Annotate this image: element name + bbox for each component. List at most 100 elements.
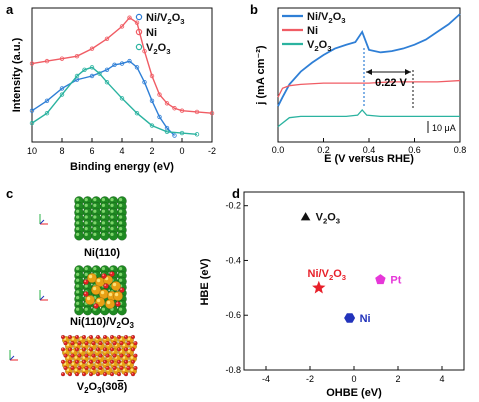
- panel-a-point: [29, 108, 35, 113]
- atom-highlight: [124, 335, 127, 338]
- atom-highlight: [131, 348, 134, 350]
- atom: [116, 334, 122, 340]
- atom: [100, 230, 110, 241]
- atom-highlight: [76, 227, 80, 231]
- panel-a-xtick-label: 8: [59, 146, 64, 156]
- panel-letter-c: c: [6, 186, 13, 201]
- atom: [81, 347, 87, 352]
- atom-highlight: [119, 198, 123, 202]
- panel-a-point: [44, 110, 50, 116]
- atom: [133, 341, 138, 346]
- atom-highlight: [119, 307, 123, 311]
- atom-highlight: [96, 298, 101, 303]
- atom-highlight: [134, 354, 136, 356]
- atom-highlight: [76, 307, 80, 311]
- atom-highlight: [92, 354, 94, 356]
- atom-highlight: [103, 360, 106, 362]
- atom-highlight: [79, 349, 83, 353]
- panel-a-point: [194, 132, 200, 137]
- panel-b-ticks: 0.0 0.2 0.4 0.6 0.8: [272, 138, 466, 155]
- atom-highlight: [61, 335, 64, 338]
- atom-highlight: [127, 354, 129, 356]
- panel-a-point: [149, 123, 155, 128]
- atom: [133, 365, 138, 371]
- atom: [81, 359, 87, 364]
- atom-highlight: [113, 354, 115, 356]
- atom-highlight: [122, 356, 126, 359]
- atom-highlight: [117, 372, 120, 375]
- atom-highlight: [61, 348, 64, 350]
- panel-a-point: [74, 53, 80, 59]
- panel-letter-b: b: [250, 2, 258, 17]
- panel-b-xlabel: E (V versus RHE): [324, 153, 414, 165]
- atom-highlight: [84, 215, 88, 219]
- atom-highlight: [75, 360, 78, 362]
- panel-b-series-line-1: [277, 79, 461, 98]
- atom-highlight: [110, 232, 114, 237]
- atom: [115, 301, 121, 307]
- atom-highlight: [82, 360, 85, 362]
- atom-highlight: [102, 274, 105, 277]
- panel-b-frame: [277, 7, 461, 143]
- atom-highlight: [127, 349, 131, 353]
- atom-highlight: [96, 348, 99, 350]
- atom-highlight: [110, 198, 114, 202]
- atom-highlight: [120, 354, 122, 356]
- atom-highlight: [127, 362, 131, 365]
- atom-highlight: [61, 372, 64, 375]
- atom: [81, 334, 87, 340]
- panel-c-structures: Ni(110) Ni(110)/V2O3 V2O3(308): [9, 196, 138, 395]
- panel-a-point: [29, 120, 35, 126]
- atom-highlight: [101, 221, 106, 225]
- atom-highlight: [116, 302, 119, 305]
- atom-highlight: [127, 337, 131, 341]
- panel-a-xtick-label: 0: [179, 146, 184, 156]
- atom: [83, 291, 89, 297]
- atom-highlight: [106, 354, 108, 356]
- atom-highlight: [110, 209, 114, 213]
- atom-highlight: [76, 232, 80, 237]
- panel-letter-d: d: [232, 186, 240, 201]
- atom: [63, 341, 68, 346]
- atom-highlight: [74, 368, 78, 372]
- atom-highlight: [119, 278, 123, 282]
- atom: [91, 341, 96, 346]
- atom-highlight: [84, 267, 88, 271]
- atom: [70, 353, 75, 358]
- panel-b-xtick-label: 0.2: [317, 145, 330, 155]
- atom: [63, 365, 68, 371]
- atom-highlight: [106, 366, 108, 369]
- atom-highlight: [93, 267, 97, 271]
- atom-highlight: [110, 227, 114, 231]
- atom-highlight: [103, 335, 106, 338]
- atom-highlight: [101, 232, 106, 237]
- atom: [119, 341, 124, 346]
- atom-highlight: [89, 335, 92, 338]
- atom-highlight: [99, 354, 101, 356]
- atom: [63, 353, 68, 358]
- atom-highlight: [84, 221, 88, 225]
- atom: [82, 230, 93, 241]
- atom-highlight: [92, 341, 94, 344]
- panel-a-xtick-label: -2: [208, 146, 216, 156]
- atom: [91, 365, 96, 371]
- panel-a-point: [104, 67, 110, 72]
- atom-highlight: [82, 343, 86, 347]
- atom-highlight: [119, 267, 123, 271]
- panel-a-point: [44, 98, 50, 103]
- atom-highlight: [117, 348, 120, 350]
- atom: [112, 365, 117, 371]
- atom: [77, 353, 82, 358]
- atom-highlight: [104, 284, 107, 287]
- atom-highlight: [131, 360, 134, 362]
- panel-b-legend-label: V2O3: [307, 39, 331, 53]
- panel-d-point-label: Pt: [390, 275, 401, 287]
- atom-highlight: [84, 203, 88, 208]
- panel-a-point: [164, 101, 170, 106]
- atom: [67, 334, 73, 340]
- panel-b-legend-label: Ni/V2O3: [307, 11, 346, 25]
- panel-a-point: [59, 56, 65, 61]
- atom-highlight: [120, 341, 122, 344]
- panel-a-point: [119, 61, 125, 66]
